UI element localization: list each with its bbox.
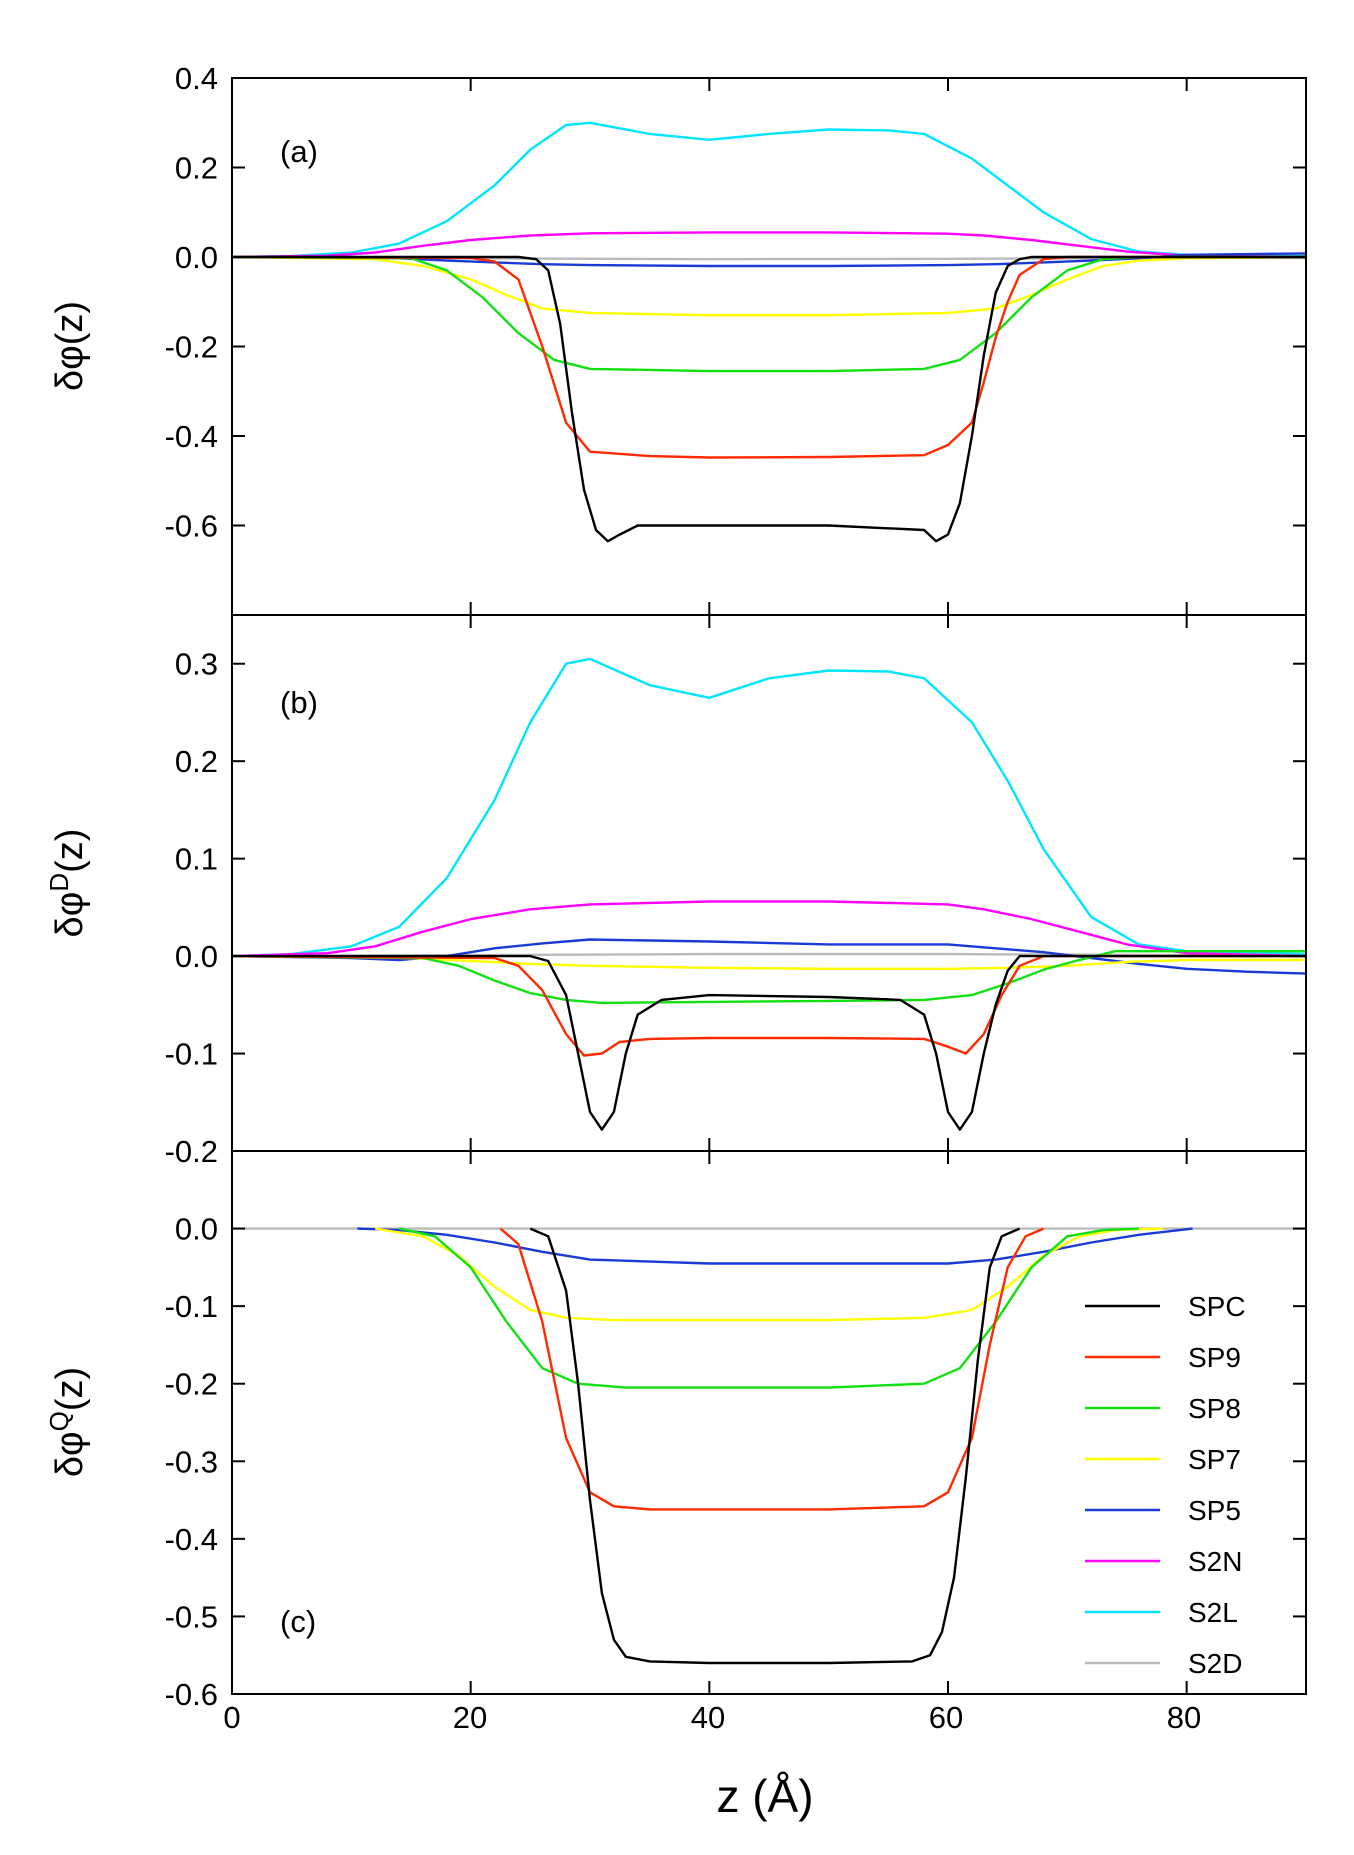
x-tick-label: 80 bbox=[1167, 1700, 1201, 1735]
series-line-spc bbox=[529, 1227, 1021, 1665]
series-line-sp8 bbox=[232, 255, 1306, 373]
y-tick-label: 0.1 bbox=[175, 842, 218, 877]
y-tick-label: -0.1 bbox=[165, 1289, 218, 1324]
series-line-sp9 bbox=[232, 255, 1306, 459]
y-tick-label: -0.6 bbox=[165, 1677, 218, 1712]
y-tick-label: -0.4 bbox=[165, 419, 218, 454]
series-line-sp5 bbox=[357, 1227, 1193, 1265]
y-tick-label: -0.6 bbox=[165, 509, 218, 544]
series-group bbox=[232, 121, 1306, 543]
x-axis-label: z (Å) bbox=[716, 1770, 813, 1822]
series-group bbox=[232, 657, 1306, 1131]
x-tick-label: 0 bbox=[223, 1700, 240, 1735]
legend-label-s2d: S2D bbox=[1188, 1648, 1242, 1679]
plot-frame bbox=[231, 77, 1307, 616]
panel-1: 0.4 0.2 0.0 -0.2 -0.4 -0.6 (a) δφ(z) bbox=[49, 61, 1307, 616]
y-tick-label: -0.2 bbox=[165, 330, 218, 365]
y-axis-label: δφQ(z) bbox=[44, 1367, 91, 1477]
x-tick-label: 40 bbox=[691, 1700, 725, 1735]
legend: SPC SP9 SP8 SP7 SP5 S2N S2L S2D bbox=[1085, 1291, 1246, 1679]
y-axis-label: δφ(z) bbox=[49, 301, 91, 391]
y-tick-label: -0.3 bbox=[165, 1444, 218, 1479]
y-tick-label: 0.2 bbox=[175, 151, 218, 186]
series-line-sp9 bbox=[499, 1227, 1044, 1511]
legend-label-spc: SPC bbox=[1188, 1291, 1246, 1322]
x-tick-label: 20 bbox=[453, 1700, 487, 1735]
series-line-sp8 bbox=[398, 1227, 1139, 1389]
panels: 0.40.20.0-0.2-0.4-0.6(a)δφ(z)0.30.20.10.… bbox=[44, 61, 1307, 1712]
series-group bbox=[232, 1227, 1306, 1665]
y-tick-label: 0.4 bbox=[175, 61, 218, 96]
y-tick-label: -0.4 bbox=[165, 1522, 218, 1557]
legend-label-sp9: SP9 bbox=[1188, 1342, 1241, 1373]
y-tick-label: 0.0 bbox=[175, 1212, 218, 1247]
plot-frame bbox=[231, 1150, 1307, 1695]
y-tick-label: -0.2 bbox=[165, 1134, 218, 1169]
series-line-spc bbox=[232, 255, 1306, 543]
panel-label: (b) bbox=[280, 685, 318, 720]
y-tick-label: 0.0 bbox=[175, 240, 218, 275]
y-tick-label: 0.3 bbox=[175, 647, 218, 682]
plot-frame bbox=[231, 614, 1307, 1152]
legend-label-sp8: SP8 bbox=[1188, 1393, 1241, 1424]
panel-3: 0.0 -0.1 -0.2 -0.3 -0.4 -0.5 -0.6 (c) δφQ(z) bbox=[44, 1150, 1307, 1712]
x-tick-labels: 0 20 40 60 80 bbox=[223, 1700, 1201, 1735]
y-axis-label: δφD(z) bbox=[44, 829, 91, 938]
series-line-s2n bbox=[232, 900, 1306, 958]
legend-label-sp5: SP5 bbox=[1188, 1495, 1241, 1526]
series-line-s2n bbox=[232, 231, 1306, 259]
series-line-spc bbox=[232, 954, 1306, 1131]
panel-2: 0.3 0.2 0.1 0.0 -0.1 -0.2 (b) δφD(z) bbox=[44, 614, 1307, 1169]
series-line-sp7 bbox=[232, 954, 1306, 970]
series-line-sp9 bbox=[232, 954, 1306, 1057]
y-tick-label: -0.2 bbox=[165, 1367, 218, 1402]
series-line-s2l bbox=[232, 121, 1306, 259]
y-tick-label: -0.1 bbox=[165, 1037, 218, 1072]
panel-label: (a) bbox=[280, 134, 318, 169]
series-line-s2l bbox=[232, 657, 1306, 958]
y-tick-label: 0.2 bbox=[175, 744, 218, 779]
legend-label-s2n: S2N bbox=[1188, 1546, 1242, 1577]
series-line-sp8 bbox=[232, 950, 1306, 1005]
legend-label-sp7: SP7 bbox=[1188, 1444, 1241, 1475]
y-tick-label: 0.0 bbox=[175, 939, 218, 974]
panel-label: (c) bbox=[280, 1604, 316, 1639]
y-tick-label: -0.5 bbox=[165, 1599, 218, 1634]
x-tick-label: 60 bbox=[929, 1700, 963, 1735]
legend-label-s2l: S2L bbox=[1188, 1597, 1238, 1628]
series-line-sp7 bbox=[375, 1227, 1163, 1322]
